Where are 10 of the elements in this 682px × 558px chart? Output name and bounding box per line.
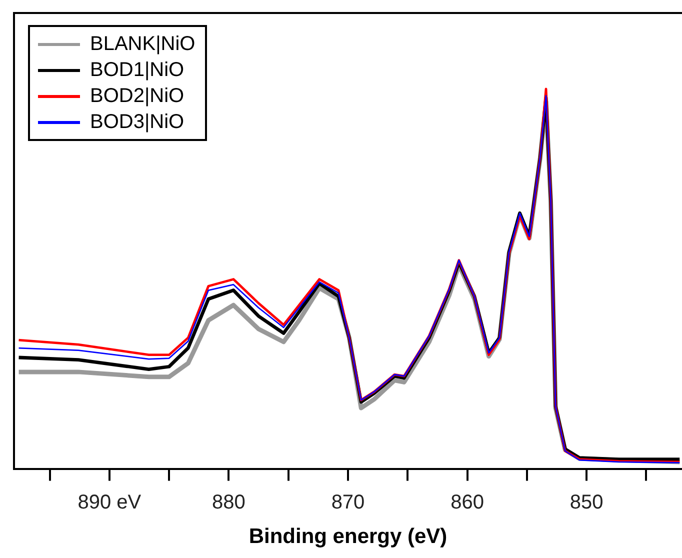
x-tick-label: 890 eV	[78, 491, 142, 514]
x-tick-label: 850	[570, 491, 604, 514]
x-tick-label: 860	[450, 491, 484, 514]
legend-label: BOD2|NiO	[90, 84, 184, 109]
x-axis-title: Binding energy (eV)	[248, 525, 448, 548]
legend-label: BLANK|NiO	[90, 32, 196, 57]
x-tick-label: 870	[331, 491, 365, 514]
x-tick-label: 880	[212, 491, 246, 514]
legend-label: BOD3|NiO	[90, 110, 184, 135]
legend-label: BOD1|NiO	[90, 58, 184, 83]
